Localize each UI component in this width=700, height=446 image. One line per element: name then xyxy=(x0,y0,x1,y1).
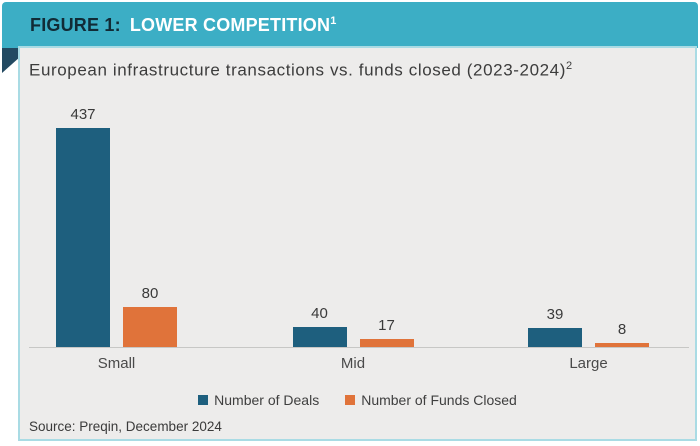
category-label-large: Large xyxy=(569,355,608,372)
bar-mid-deals xyxy=(292,327,347,347)
chart-card: European infrastructure transactions vs.… xyxy=(18,46,697,441)
value-label-mid-funds-closed: 17 xyxy=(378,316,395,334)
bar-large-funds-closed xyxy=(595,343,649,347)
bar-small-funds-closed xyxy=(123,306,177,347)
chart-legend: Number of Deals Number of Funds Closed xyxy=(20,392,695,408)
value-label-large-deals: 39 xyxy=(546,305,564,323)
figure-label: FIGURE 1: xyxy=(30,14,121,35)
legend-swatch-deals xyxy=(198,395,209,405)
legend-item-number-of-deals: Number of Deals xyxy=(198,392,319,408)
category-label-small: Small xyxy=(97,355,136,372)
bar-large-deals xyxy=(528,327,582,347)
figure-title-text: LOWER COMPETITION xyxy=(129,14,331,35)
figure-title: LOWER COMPETITION1 xyxy=(130,15,337,36)
value-label-small-deals: 437 xyxy=(70,106,96,123)
value-label-small-funds-closed: 80 xyxy=(141,284,159,302)
chart-subtitle: European infrastructure transactions vs.… xyxy=(29,60,573,81)
legend-label-funds-closed: Number of Funds Closed xyxy=(361,392,517,408)
figure-banner: FIGURE 1: LOWER COMPETITION1 xyxy=(2,2,698,48)
bar-mid-funds-closed xyxy=(359,338,414,347)
source-note: Source: Preqin, December 2024 xyxy=(29,419,222,434)
bar-chart: 437 80 Small 40 17 Mid 39 8 Large xyxy=(20,48,695,439)
chart-subtitle-text: European infrastructure transactions vs.… xyxy=(29,60,566,80)
category-label-mid: Mid xyxy=(340,355,366,372)
value-label-mid-deals: 40 xyxy=(311,305,328,322)
chart-subtitle-footnote-marker: 2 xyxy=(566,60,573,72)
legend-swatch-funds-closed xyxy=(345,395,356,405)
x-axis-line xyxy=(29,347,689,348)
legend-label-deals: Number of Deals xyxy=(214,392,320,408)
bar-small-deals xyxy=(56,128,110,347)
value-label-large-funds-closed: 8 xyxy=(617,321,627,338)
legend-item-number-of-funds-closed: Number of Funds Closed xyxy=(345,392,517,408)
figure-title-footnote-marker: 1 xyxy=(330,14,337,27)
